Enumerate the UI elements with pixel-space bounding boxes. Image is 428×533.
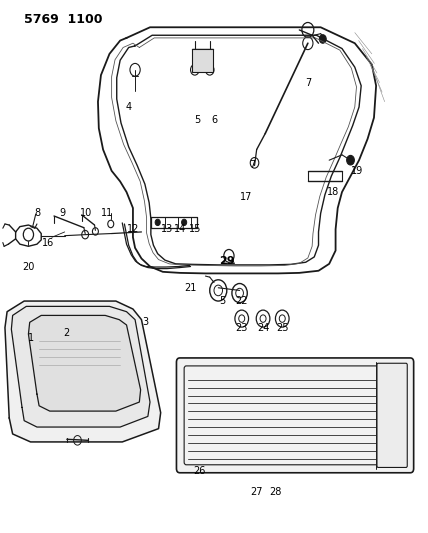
Text: 11: 11 xyxy=(101,208,113,219)
Text: 3: 3 xyxy=(143,317,149,327)
Text: 19: 19 xyxy=(351,166,363,176)
Text: 4: 4 xyxy=(125,102,132,112)
Circle shape xyxy=(319,35,326,43)
Circle shape xyxy=(155,219,160,225)
Text: 6: 6 xyxy=(211,115,217,125)
Bar xyxy=(192,49,213,72)
Text: 15: 15 xyxy=(189,224,201,235)
Text: 27: 27 xyxy=(250,488,263,497)
Circle shape xyxy=(181,219,187,225)
Text: 5: 5 xyxy=(220,296,226,306)
Circle shape xyxy=(347,156,354,165)
Text: 8: 8 xyxy=(34,208,40,219)
Text: 7: 7 xyxy=(305,78,311,88)
Text: 28: 28 xyxy=(270,488,282,497)
Text: 5769  1100: 5769 1100 xyxy=(24,13,103,26)
Text: 21: 21 xyxy=(184,283,197,293)
Text: 25: 25 xyxy=(276,322,288,333)
Polygon shape xyxy=(5,301,160,442)
Text: 18: 18 xyxy=(327,187,339,197)
FancyBboxPatch shape xyxy=(176,358,413,473)
Polygon shape xyxy=(12,306,150,427)
Text: 5: 5 xyxy=(194,115,200,125)
Text: 26: 26 xyxy=(193,466,205,476)
Text: 7: 7 xyxy=(249,160,256,171)
Text: 2: 2 xyxy=(64,328,70,338)
Text: 1: 1 xyxy=(27,333,34,343)
Text: 24: 24 xyxy=(257,322,269,333)
Text: 17: 17 xyxy=(240,192,252,203)
FancyBboxPatch shape xyxy=(377,364,407,467)
Text: 12: 12 xyxy=(127,224,139,235)
Text: 10: 10 xyxy=(80,208,92,219)
Polygon shape xyxy=(28,316,141,411)
Text: 9: 9 xyxy=(59,208,65,219)
Text: 13: 13 xyxy=(161,224,173,235)
Text: 20: 20 xyxy=(22,262,35,271)
Text: 16: 16 xyxy=(42,238,54,247)
Text: 22: 22 xyxy=(235,296,248,306)
Text: 14: 14 xyxy=(174,224,186,235)
Text: 29: 29 xyxy=(219,256,235,266)
Text: 23: 23 xyxy=(235,322,248,333)
